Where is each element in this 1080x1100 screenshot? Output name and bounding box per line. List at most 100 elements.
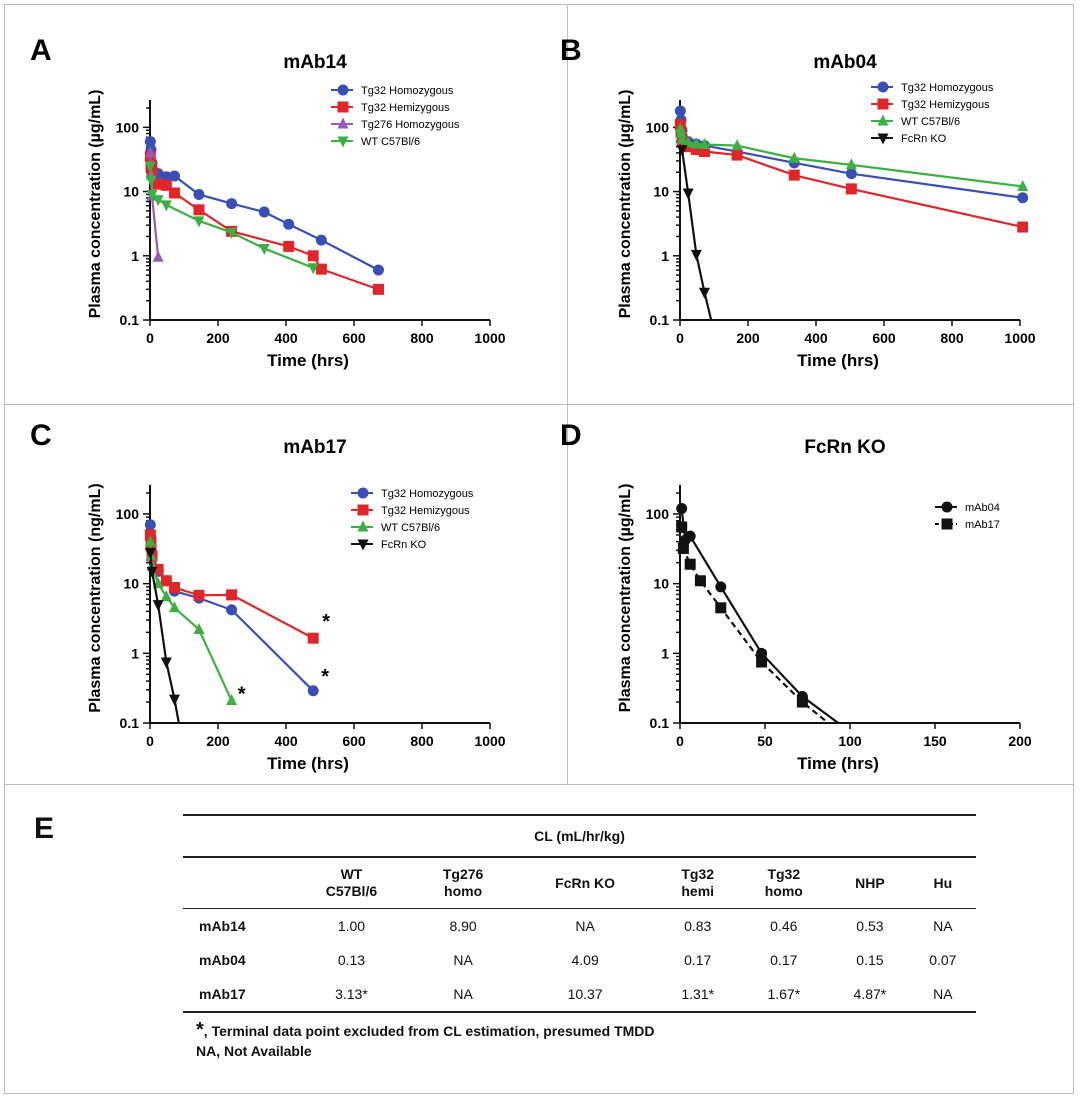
legend-marker [877, 98, 889, 110]
col-header: Tg32 homo [764, 866, 803, 899]
x-tick-label: 600 [342, 733, 366, 749]
panel-letter: C [30, 419, 52, 452]
table-cell: NA [909, 977, 976, 1013]
data-point [315, 263, 327, 275]
legend-marker [877, 114, 889, 126]
footnote-line-1: , Terminal data point excluded from CL e… [203, 1023, 655, 1039]
data-point [682, 188, 694, 200]
y-tick-label: 1 [131, 645, 139, 661]
table-cell: 0.46 [770, 918, 798, 934]
legend-marker [337, 101, 349, 113]
legend-label: Tg32 Hemizygous [901, 99, 990, 111]
table-super-header: CL (mL/hr/kg) [183, 814, 976, 858]
data-point [160, 179, 172, 191]
data-point [1017, 192, 1028, 204]
x-axis-label: Time (hrs) [267, 351, 349, 370]
data-point [160, 590, 172, 602]
x-tick-label: 200 [206, 733, 230, 749]
footnote-star: * [196, 1019, 204, 1041]
x-tick-label: 0 [146, 330, 154, 346]
data-point [193, 622, 205, 634]
legend-marker [357, 504, 369, 516]
data-point [845, 183, 857, 195]
data-point [845, 168, 857, 180]
y-tick-label: 0.1 [650, 312, 670, 328]
legend-marker [357, 487, 369, 499]
data-point [145, 175, 157, 187]
legend-label: Tg32 Homozygous [381, 488, 474, 500]
data-point [146, 566, 158, 578]
legend-marker [941, 501, 953, 513]
chart-title: FcRn KO [804, 437, 885, 458]
data-point [193, 204, 205, 216]
y-tick-label: 10 [653, 576, 669, 592]
legend-label: mAb04 [965, 502, 1000, 514]
data-point [715, 602, 727, 614]
table-corner [183, 857, 289, 909]
data-point [152, 563, 164, 575]
table-cell: 0.53 [856, 918, 884, 934]
data-point [152, 600, 164, 612]
data-point [193, 188, 205, 200]
table-cell: 1.67* [737, 977, 831, 1013]
x-tick-label: 1000 [474, 733, 505, 749]
legend-label: Tg276 Homozygous [361, 119, 460, 131]
plot-area [674, 105, 1028, 320]
data-point [1017, 221, 1028, 233]
row-label: mAb14 [199, 918, 246, 934]
data-point [315, 234, 327, 246]
data-point [1017, 179, 1028, 191]
data-point [144, 535, 156, 547]
annotation-asterisk: * [322, 611, 330, 633]
data-point [152, 250, 164, 262]
plot-area [676, 502, 841, 723]
annotation-asterisk: * [238, 684, 246, 706]
panel-letter: A [30, 34, 52, 67]
legend-label: FcRn KO [901, 133, 947, 145]
col-header: NHP [855, 874, 885, 891]
data-point [226, 589, 238, 601]
y-tick-label: 100 [116, 119, 140, 135]
data-point [788, 169, 800, 181]
plot-area [144, 519, 319, 723]
legend-label: WT C57Bl/6 [361, 136, 420, 148]
table-cell: NA [453, 952, 473, 968]
data-point [694, 575, 706, 587]
table-row: mAb04 0.13 NA 4.09 0.17 0.17 0.15 0.07 [183, 943, 976, 977]
data-point [144, 136, 156, 148]
table-cell: NA [575, 918, 595, 934]
data-point [144, 529, 156, 541]
table-cell: 4.09 [571, 952, 599, 968]
data-point [756, 656, 768, 668]
x-tick-label: 1000 [1004, 330, 1035, 346]
col-header: WT C57Bl/6 [325, 866, 378, 899]
data-point [144, 161, 156, 173]
legend-marker [357, 539, 369, 551]
y-tick-label: 100 [646, 119, 670, 135]
data-point [796, 696, 808, 708]
data-point [372, 283, 384, 295]
plot-area [144, 136, 384, 295]
legend-marker [877, 133, 889, 145]
x-tick-label: 200 [1008, 733, 1032, 749]
x-axis-label: Time (hrs) [267, 754, 349, 773]
data-point [677, 542, 689, 554]
panel-letter-e: E [34, 812, 55, 845]
legend-label: Tg32 Homozygous [901, 82, 994, 94]
data-point [307, 685, 319, 697]
panel-letter: B [560, 34, 582, 67]
data-point [168, 582, 180, 594]
table-cell: 0.83 [684, 918, 712, 934]
legend-label: WT C57Bl/6 [381, 522, 440, 534]
table-cell: 0.17 [684, 952, 712, 968]
legend-marker [337, 117, 349, 129]
y-axis-label: Plasma concentration (µg/mL) [87, 90, 104, 319]
data-point [160, 575, 172, 587]
y-tick-label: 100 [116, 506, 140, 522]
data-point [690, 144, 702, 156]
table-cell: 0.13 [337, 952, 366, 968]
data-point [675, 127, 687, 139]
x-tick-label: 400 [274, 733, 298, 749]
